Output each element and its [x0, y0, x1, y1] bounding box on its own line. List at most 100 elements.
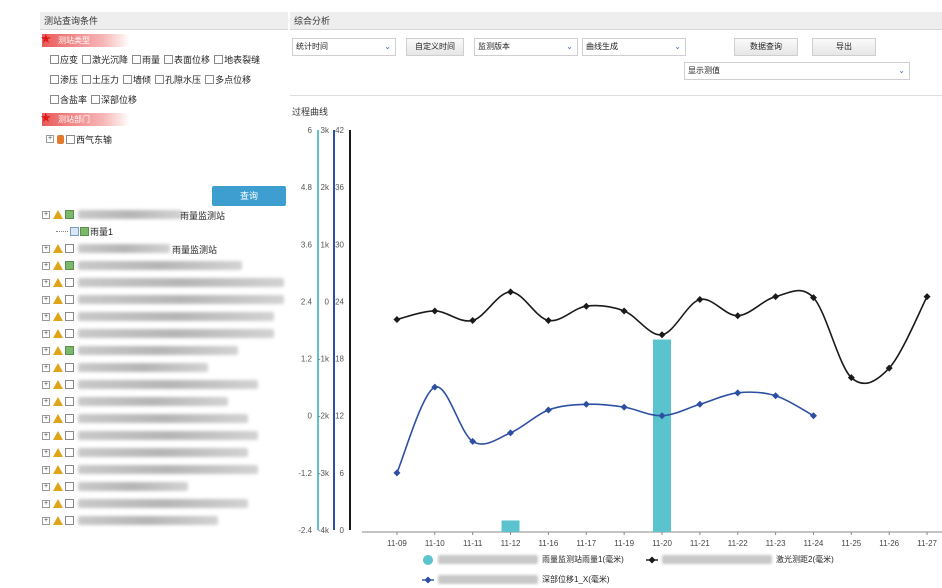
expand-icon[interactable]: + — [42, 346, 50, 355]
expand-icon[interactable]: + — [42, 465, 50, 474]
tree-station-item[interactable]: + 雨量监测站 — [40, 240, 288, 257]
expand-icon[interactable]: + — [42, 278, 50, 287]
tree-checkbox[interactable] — [65, 295, 74, 304]
warning-icon — [53, 329, 63, 338]
tree-station-item[interactable]: + — [40, 274, 288, 291]
expand-icon[interactable]: + — [42, 363, 50, 372]
data-query-button[interactable]: 数据查询 — [734, 38, 798, 56]
tree-station-item[interactable]: + — [40, 393, 288, 410]
expand-icon[interactable]: + — [42, 397, 50, 406]
checkbox-box[interactable] — [123, 74, 133, 84]
expand-icon[interactable]: + — [42, 295, 50, 304]
monitor-select[interactable]: 监测版本 ⌄ — [474, 38, 578, 56]
tree-checkbox[interactable] — [65, 431, 74, 440]
tree-checkbox[interactable] — [65, 278, 74, 287]
series-point — [772, 293, 780, 301]
expand-icon[interactable]: + — [42, 431, 50, 440]
tree-station-item[interactable]: + — [40, 427, 288, 444]
tree-checkbox[interactable] — [65, 244, 74, 253]
expand-icon[interactable]: + — [42, 244, 50, 253]
station-type-checkbox[interactable]: 激光沉降 — [82, 53, 128, 66]
station-type-checkbox[interactable]: 墙倾 — [123, 73, 151, 86]
checkbox-box[interactable] — [50, 74, 59, 84]
tree-station-item[interactable]: + — [40, 376, 288, 393]
tree-station-item[interactable]: + — [40, 291, 288, 308]
expand-icon[interactable]: + — [42, 499, 50, 508]
checkbox-box[interactable] — [82, 74, 92, 84]
tree-checkbox[interactable] — [65, 210, 74, 219]
checkbox-box[interactable] — [164, 54, 174, 64]
station-type-checkbox[interactable]: 孔隙水压 — [155, 73, 201, 86]
station-type-checkbox[interactable]: 深部位移 — [91, 93, 137, 106]
station-type-checkbox[interactable]: 多点位移 — [205, 73, 251, 86]
query-panel-title: 测站查询条件 — [40, 12, 288, 30]
tree-station-item[interactable]: + — [40, 308, 288, 325]
tree-child-item[interactable]: 雨量1 — [40, 223, 288, 240]
checkbox-box[interactable] — [50, 94, 59, 104]
expand-icon[interactable]: + — [42, 414, 50, 423]
station-type-checkbox[interactable]: 表面位移 — [164, 53, 210, 66]
checkbox-label: 含盐率 — [60, 94, 88, 105]
station-type-checkbox[interactable]: 含盐率 — [50, 93, 87, 106]
tree-checkbox[interactable] — [65, 516, 74, 525]
tree-checkbox[interactable] — [65, 363, 74, 372]
tree-station-item[interactable]: + — [40, 444, 288, 461]
tree-checkbox[interactable] — [65, 482, 74, 491]
tree-checkbox[interactable] — [65, 312, 74, 321]
tree-station-item[interactable]: + — [40, 495, 288, 512]
checkbox-label: 多点位移 — [215, 74, 252, 85]
tree-station-item[interactable]: + — [40, 512, 288, 529]
warning-icon — [53, 312, 63, 321]
display-select[interactable]: 显示测值 ⌄ — [684, 62, 910, 80]
expand-icon[interactable]: + — [42, 482, 50, 491]
tree-checkbox[interactable] — [65, 414, 74, 423]
expand-icon[interactable]: + — [42, 329, 50, 338]
tree-checkbox[interactable] — [65, 261, 74, 270]
checkbox-box[interactable] — [132, 54, 142, 64]
custom-time-button[interactable]: 自定义时间 — [406, 38, 464, 56]
tree-station-item[interactable]: + — [40, 359, 288, 376]
checkbox-box[interactable] — [82, 54, 92, 64]
station-type-checkbox[interactable]: 渗压 — [50, 73, 78, 86]
warning-icon — [53, 363, 63, 372]
dept-checkbox[interactable] — [66, 134, 75, 144]
curve-select[interactable]: 曲线生成 ⌄ — [582, 38, 686, 56]
series-point — [772, 392, 780, 400]
checkbox-box[interactable] — [205, 74, 215, 84]
tree-checkbox[interactable] — [80, 227, 89, 236]
station-type-checkbox[interactable]: 土压力 — [82, 73, 119, 86]
query-button[interactable]: 查询 — [212, 186, 286, 206]
checkbox-box[interactable] — [91, 94, 101, 104]
dept-tree-item[interactable]: + 西气东输 — [40, 130, 288, 148]
checkbox-box[interactable] — [214, 54, 224, 64]
export-button[interactable]: 导出 — [812, 38, 876, 56]
tree-checkbox[interactable] — [65, 397, 74, 406]
tree-station-item[interactable]: + — [40, 325, 288, 342]
time-select[interactable]: 统计时间 ⌄ — [292, 38, 396, 56]
station-type-checkbox[interactable]: 地表裂缝 — [214, 53, 260, 66]
tree-checkbox[interactable] — [65, 346, 74, 355]
expand-icon[interactable]: + — [42, 312, 50, 321]
expand-icon[interactable]: + — [42, 261, 50, 270]
expand-icon[interactable]: + — [42, 516, 50, 525]
tree-checkbox[interactable] — [65, 380, 74, 389]
checkbox-box[interactable] — [155, 74, 165, 84]
tree-station-item[interactable]: + — [40, 410, 288, 427]
station-type-checkbox[interactable]: 应变 — [50, 53, 78, 66]
station-type-checkbox[interactable]: 雨量 — [132, 53, 160, 66]
expand-icon[interactable]: + — [46, 135, 54, 143]
tree-station-item[interactable]: + — [40, 257, 288, 274]
warning-icon — [53, 261, 63, 270]
tree-station-item[interactable]: + — [40, 342, 288, 359]
checkbox-box[interactable] — [50, 54, 59, 64]
tree-checkbox[interactable] — [65, 499, 74, 508]
tree-checkbox[interactable] — [65, 465, 74, 474]
tree-station-item[interactable]: + — [40, 461, 288, 478]
tree-checkbox[interactable] — [65, 448, 74, 457]
expand-icon[interactable]: + — [42, 210, 50, 219]
tree-station-item[interactable]: + 雨量监测站 — [40, 206, 288, 223]
tree-station-item[interactable]: + — [40, 478, 288, 495]
tree-checkbox[interactable] — [65, 329, 74, 338]
expand-icon[interactable]: + — [42, 380, 50, 389]
expand-icon[interactable]: + — [42, 448, 50, 457]
